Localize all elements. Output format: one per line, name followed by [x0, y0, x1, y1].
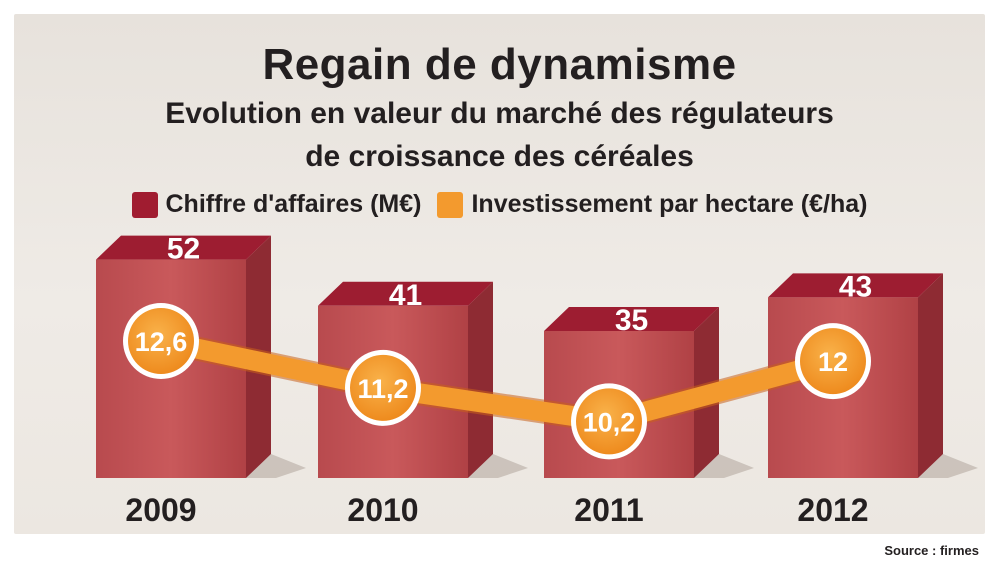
legend-item-investment: Investissement par hectare (€/ha) [437, 190, 867, 219]
investment-point-label-2010: 11,2 [357, 374, 408, 404]
bar-shadow-2010 [468, 454, 528, 478]
investment-point-2009 [128, 308, 194, 374]
bar-shadow-2011 [694, 454, 754, 478]
bar-shadow-2009 [246, 454, 306, 478]
chart-legend: Chiffre d'affaires (M€) Investissement p… [0, 190, 999, 219]
investment-point-label-2012: 12 [818, 347, 848, 377]
category-label-2010: 2010 [347, 492, 418, 528]
bar-top-2011 [544, 307, 719, 331]
bar-side-2010 [468, 281, 493, 478]
bar-top-2012 [768, 273, 943, 298]
chart-title: Regain de dynamisme [262, 40, 737, 89]
chart-subtitle-line-1: Evolution en valeur du marché des régula… [165, 97, 834, 130]
legend-label-investment: Investissement par hectare (€/ha) [471, 190, 868, 218]
investment-point-2012 [800, 328, 866, 395]
bar-value-label-2011: 35 [615, 304, 648, 337]
investment-point-label-2011: 10,2 [583, 407, 636, 437]
bar-value-label-2009: 52 [167, 233, 200, 266]
bar-top-2009 [96, 235, 271, 260]
chart-source: Source : firmes [884, 543, 979, 558]
bar-value-label-2012: 43 [839, 270, 872, 303]
legend-label-revenue: Chiffre d'affaires (M€) [165, 190, 422, 218]
investment-line [151, 331, 843, 432]
legend-item-revenue: Chiffre d'affaires (M€) [131, 190, 422, 219]
bar-shadow-2012 [918, 454, 978, 478]
legend-swatch-investment [437, 191, 464, 218]
category-label-2009: 2009 [125, 492, 196, 528]
bar-side-2012 [918, 273, 943, 478]
investment-point-label-2009: 12,6 [135, 327, 188, 357]
category-label-2011: 2011 [574, 492, 643, 528]
investment-point-2010 [350, 354, 416, 421]
bar-value-label-2010: 41 [389, 279, 422, 312]
bar-top-2010 [318, 281, 493, 306]
investment-point-2011 [576, 388, 642, 455]
chart-subtitle-line-2: de croissance des céréales [305, 140, 694, 173]
category-label-2012: 2012 [797, 492, 868, 528]
legend-swatch-revenue [131, 191, 158, 218]
